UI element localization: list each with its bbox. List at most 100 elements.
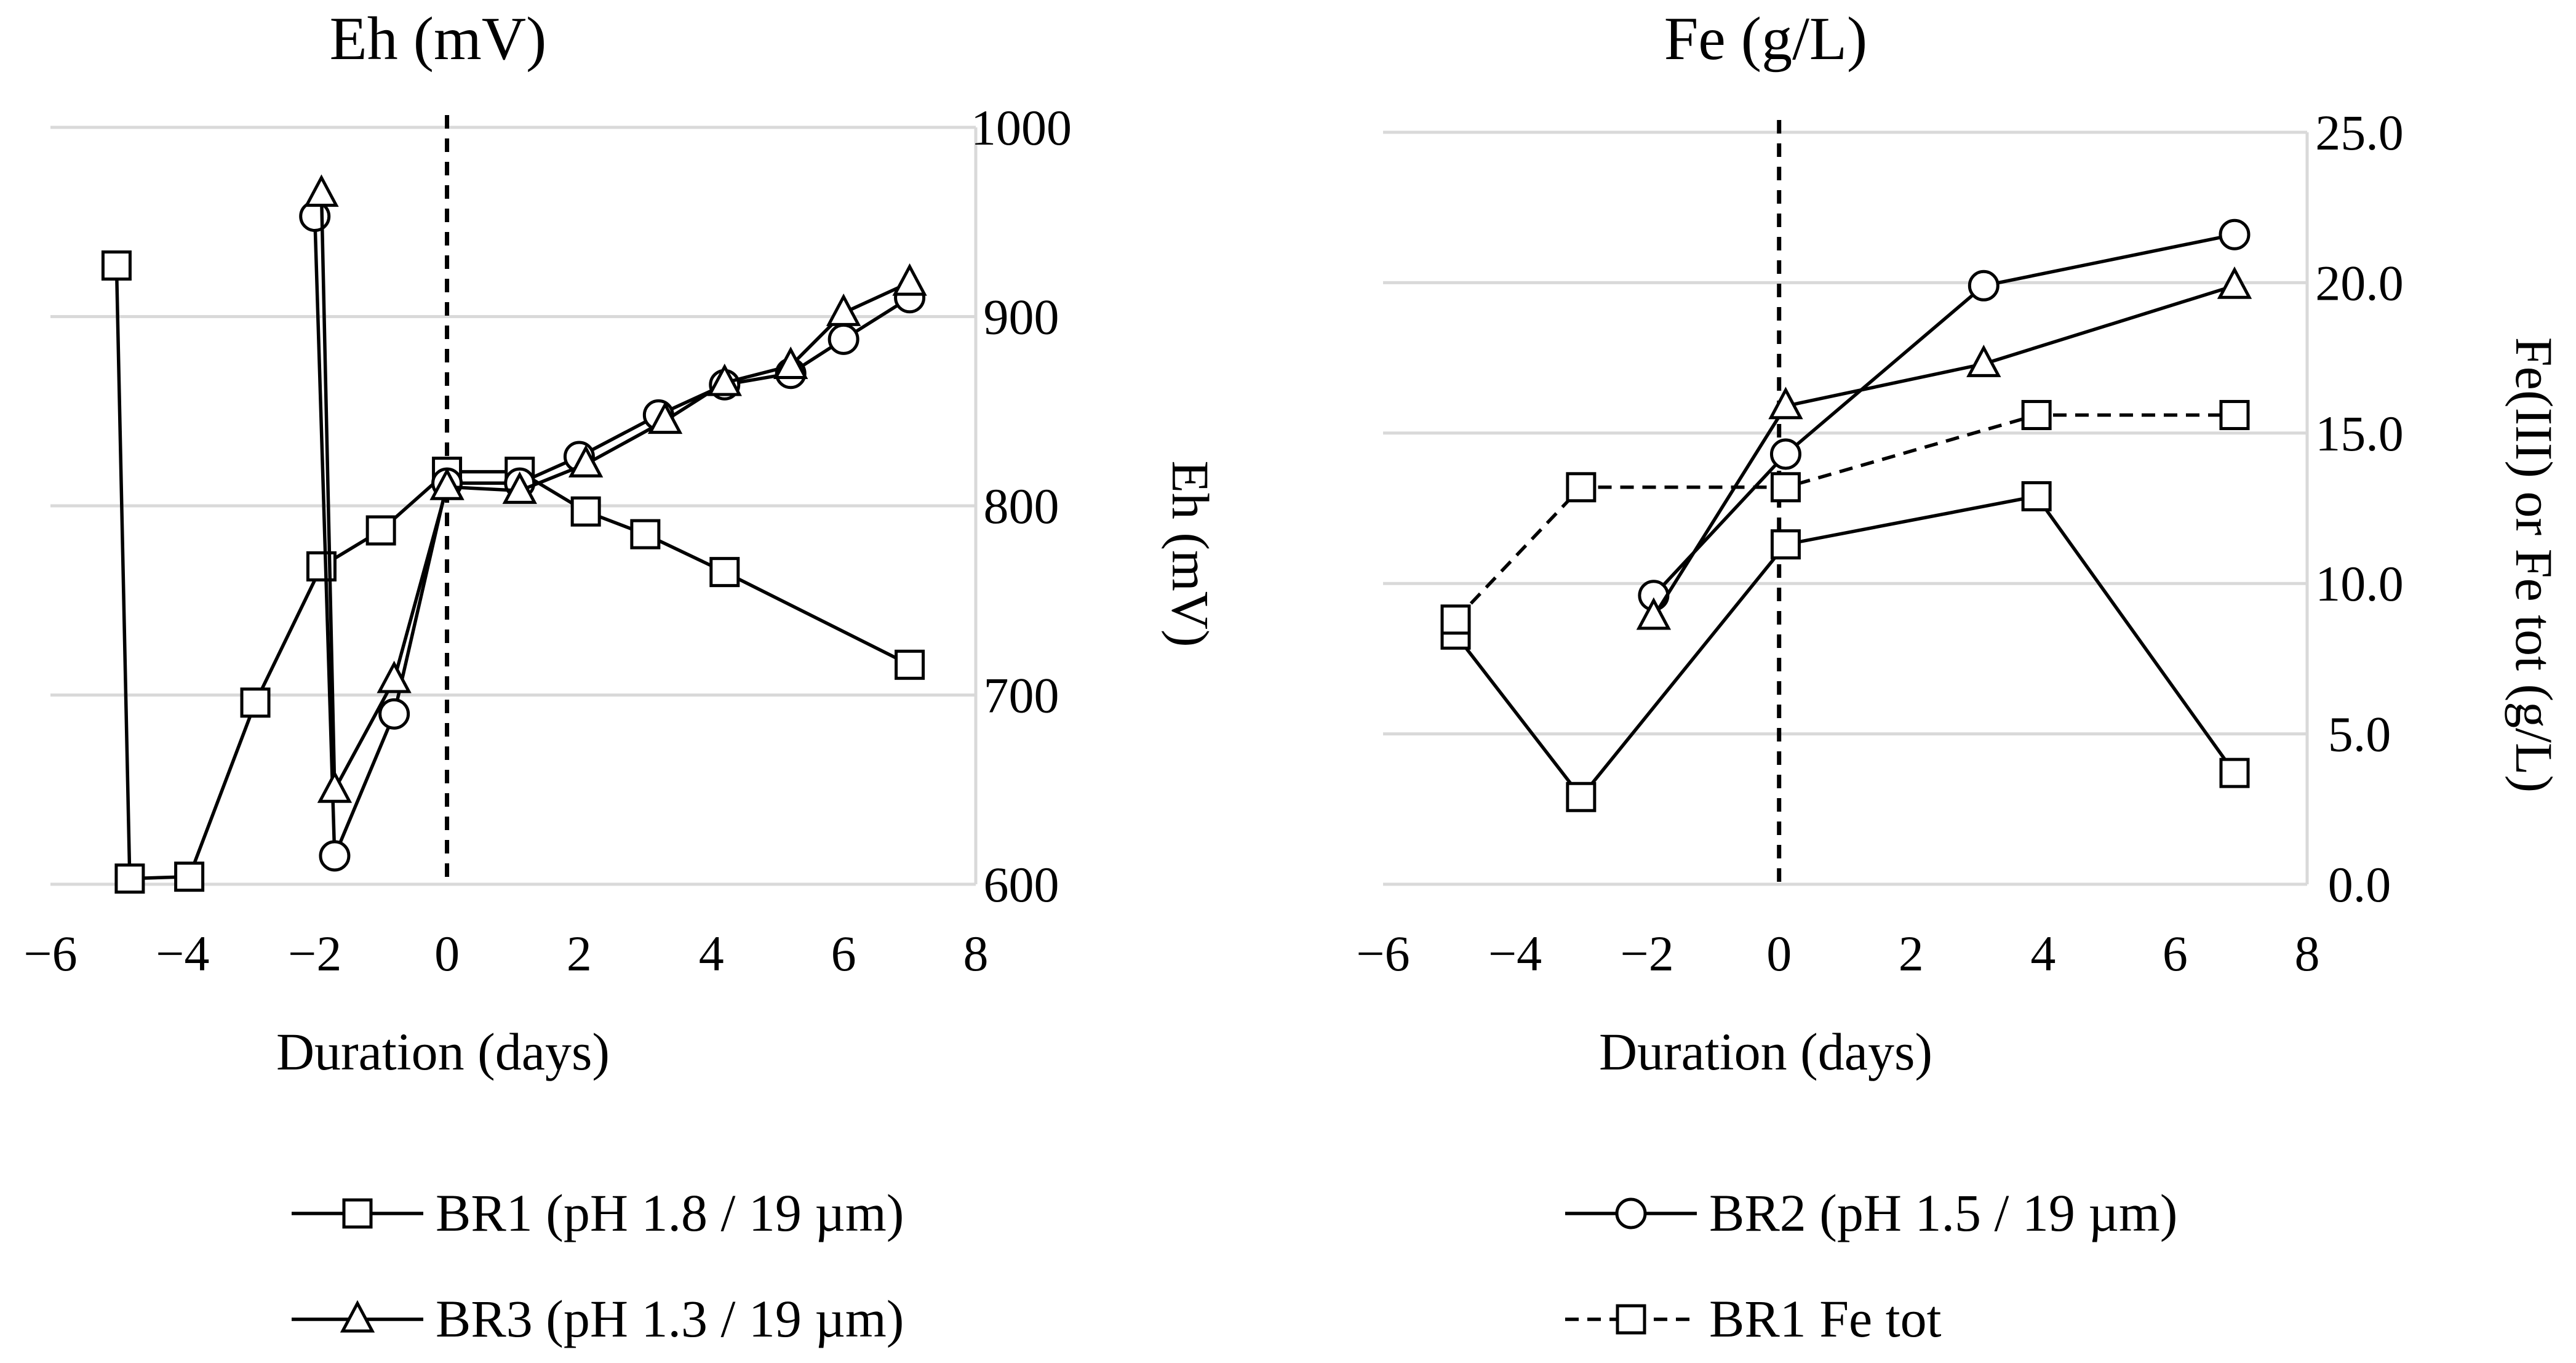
- eh-data-point-br2-ph-1-5-19-m: [378, 698, 410, 730]
- eh-data-point-br1-ph-1-8-19-m: [240, 687, 271, 718]
- legend-symbol-br3: [292, 1300, 423, 1333]
- eh-gridlines: [50, 126, 978, 886]
- fe-data-point-br3-ph-1-3-19-m: [1768, 386, 1803, 420]
- eh-data-point-br1-ph-1-8-19-m: [174, 861, 205, 892]
- fe-series-line-br3-ph-1-3-19-m: [1652, 284, 2235, 618]
- eh-series-line-br2-ph-1-5-19-m: [313, 216, 911, 857]
- fe-chart-title: Fe (g/L): [1664, 4, 1867, 73]
- legend-marker: [1616, 1304, 1646, 1335]
- fe-y-tick-label: 5.0: [2328, 706, 2391, 762]
- eh-data-point-br1-ph-1-8-19-m: [101, 250, 132, 281]
- fe-x-tick-label: −6: [1356, 925, 1410, 981]
- legend-item-br1: BR1 (pH 1.8 / 19 µm): [292, 1183, 904, 1242]
- eh-y-tick-label: 600: [984, 857, 1059, 913]
- legend-label-br2: BR2 (pH 1.5 / 19 µm): [1709, 1183, 2177, 1242]
- eh-y-tick-label: 700: [984, 668, 1059, 724]
- fe-y-axis-label: Fe(III) or Fe tot (g/L): [2505, 337, 2564, 793]
- fe-series-line-br1-fe-tot: [1454, 413, 2235, 621]
- fe-series-line-br1-ph-1-8-19-m: [1454, 494, 2236, 800]
- eh-data-point-br3-ph-1-3-19-m: [317, 770, 353, 803]
- fe-y-tick-label: 15.0: [2315, 406, 2404, 462]
- eh-x-tick-label: 6: [831, 925, 856, 981]
- fe-gridlines: [1383, 130, 2309, 886]
- legend-marker: [1615, 1197, 1647, 1229]
- fe-data-point-br1-fe-tot: [2021, 399, 2052, 430]
- eh-data-point-br3-ph-1-3-19-m: [647, 401, 683, 434]
- eh-tick-labels: 600 700 800 900 1000 −6 −4 −2 0 2 4 6 8: [23, 100, 1072, 981]
- eh-data-point-br3-ph-1-3-19-m: [568, 445, 604, 478]
- eh-x-tick-label: 0: [434, 925, 460, 981]
- eh-data-point-br1-ph-1-8-19-m: [895, 649, 925, 680]
- fe-tick-labels: 0.0 5.0 10.0 15.0 20.0 25.0 −6 −4 −2 0 2 4 6 8: [1356, 105, 2403, 981]
- fe-data-point-br1-fe-tot: [1440, 604, 1471, 635]
- eh-x-tick-label: 8: [963, 925, 989, 981]
- fe-x-tick-label: 8: [2295, 925, 2320, 981]
- legend: BR1 (pH 1.8 / 19 µm) BR2 (pH 1.5 / 19 µm…: [292, 1183, 2177, 1348]
- eh-data-point-br3-ph-1-3-19-m: [304, 174, 339, 207]
- fe-x-axis-label: Duration (days): [1599, 1022, 1932, 1081]
- legend-label-br3: BR3 (pH 1.3 / 19 µm): [436, 1289, 904, 1348]
- fe-y-tick-label: 20.0: [2315, 255, 2404, 311]
- eh-x-tick-label: −4: [156, 925, 209, 981]
- eh-series-group: [101, 174, 927, 894]
- fe-data-point-br1-fe-tot: [2219, 399, 2250, 430]
- fe-data-point-br1-fe-tot: [1566, 472, 1597, 503]
- fe-x-tick-label: 2: [1899, 925, 1924, 981]
- eh-data-point-br2-ph-1-5-19-m: [827, 323, 859, 355]
- legend-marker: [342, 1198, 373, 1229]
- legend-label-br1-fe-tot: BR1 Fe tot: [1709, 1289, 1942, 1348]
- eh-data-point-br3-ph-1-3-19-m: [707, 363, 742, 396]
- fe-data-point-br3-ph-1-3-19-m: [1636, 597, 1672, 630]
- eh-x-tick-label: −2: [288, 925, 341, 981]
- eh-data-point-br1-ph-1-8-19-m: [630, 519, 661, 550]
- eh-data-point-br1-ph-1-8-19-m: [365, 515, 396, 546]
- fe-y-tick-label: 25.0: [2315, 105, 2404, 161]
- fe-data-point-br1-fe-tot: [1770, 472, 1801, 503]
- legend-symbol-br1: [292, 1198, 423, 1229]
- fe-data-point-br1-ph-1-8-19-m: [1770, 529, 1801, 560]
- eh-x-tick-label: 4: [699, 925, 724, 981]
- fe-x-tick-label: 4: [2030, 925, 2056, 981]
- fe-series-group: [1440, 218, 2252, 812]
- legend-symbol-br1-fe-tot: [1565, 1304, 1697, 1335]
- eh-x-tick-label: 2: [567, 925, 592, 981]
- fe-data-point-br2-ph-1-5-19-m: [1968, 270, 2000, 302]
- eh-data-point-br3-ph-1-3-19-m: [429, 467, 465, 500]
- fe-x-tick-label: 0: [1766, 925, 1792, 981]
- eh-y-tick-label: 900: [984, 289, 1059, 345]
- fe-y-tick-label: 10.0: [2315, 556, 2404, 612]
- eh-chart-title: Eh (mV): [330, 4, 547, 73]
- fe-x-tick-label: 6: [2163, 925, 2188, 981]
- eh-chart: Eh (mV) 600 700 800 900 1000 −6 −4 −2 0 2 4 6 8 Dura…: [23, 4, 1220, 1081]
- fe-data-point-br1-ph-1-8-19-m: [2219, 757, 2250, 788]
- fe-data-point-br3-ph-1-3-19-m: [2217, 266, 2252, 299]
- eh-x-tick-label: −6: [23, 925, 77, 981]
- fe-series-line-br2-ph-1-5-19-m: [1652, 233, 2235, 597]
- legend-symbol-br2: [1565, 1197, 1697, 1229]
- eh-x-axis-label: Duration (days): [276, 1022, 610, 1081]
- eh-data-point-br3-ph-1-3-19-m: [773, 346, 808, 379]
- fe-data-point-br3-ph-1-3-19-m: [1966, 345, 2001, 377]
- fe-y-tick-label: 0.0: [2328, 857, 2391, 913]
- legend-item-br1-fe-tot: BR1 Fe tot: [1565, 1289, 1942, 1348]
- eh-y-axis-label: Eh (mV): [1161, 460, 1220, 647]
- fe-data-point-br2-ph-1-5-19-m: [2219, 218, 2251, 250]
- eh-y-tick-label: 800: [984, 478, 1059, 534]
- fe-x-tick-label: −4: [1488, 925, 1542, 981]
- eh-data-point-br3-ph-1-3-19-m: [892, 263, 927, 296]
- eh-data-point-br1-ph-1-8-19-m: [570, 496, 601, 527]
- fe-x-tick-label: −2: [1621, 925, 1674, 981]
- eh-data-point-br1-ph-1-8-19-m: [114, 863, 145, 894]
- legend-item-br2: BR2 (pH 1.5 / 19 µm): [1565, 1183, 2177, 1242]
- eh-data-point-br3-ph-1-3-19-m: [502, 471, 537, 504]
- eh-data-point-br2-ph-1-5-19-m: [319, 840, 351, 872]
- eh-series-line-br3-ph-1-3-19-m: [319, 193, 911, 796]
- legend-label-br1: BR1 (pH 1.8 / 19 µm): [436, 1183, 904, 1242]
- eh-data-point-br3-ph-1-3-19-m: [826, 294, 861, 326]
- legend-item-br3: BR3 (pH 1.3 / 19 µm): [292, 1289, 904, 1348]
- legend-marker: [340, 1300, 375, 1333]
- fe-chart: Fe (g/L) 0.0 5.0 10.0 15.0 20.0 25.0 −6 −4 −2 0 2 4…: [1356, 4, 2564, 1081]
- fe-data-point-br1-ph-1-8-19-m: [1566, 781, 1597, 812]
- fe-data-point-br2-ph-1-5-19-m: [1769, 438, 1801, 470]
